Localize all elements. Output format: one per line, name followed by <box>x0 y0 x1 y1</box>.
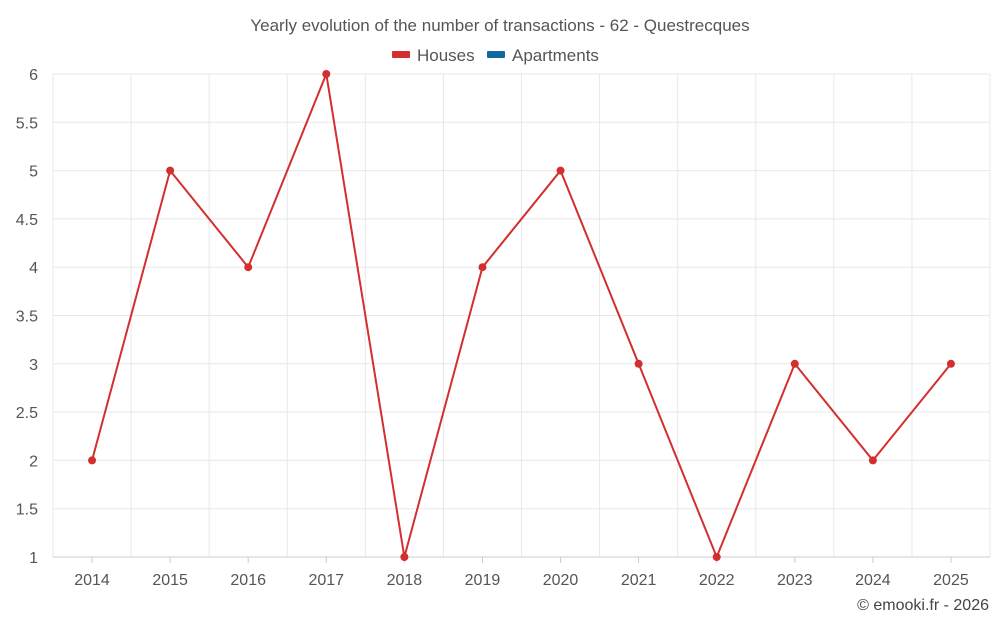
series-line-houses <box>91 70 952 560</box>
y-tick-label: 5 <box>29 164 38 181</box>
data-point <box>556 166 565 175</box>
data-point <box>634 359 643 368</box>
y-tick-label: 2 <box>29 453 38 470</box>
data-point <box>478 263 487 272</box>
x-tick-label: 2021 <box>621 572 657 589</box>
data-point <box>868 456 877 465</box>
x-tick-label: 2016 <box>230 572 266 589</box>
y-tick-label: 4 <box>29 260 38 277</box>
data-point <box>166 166 175 175</box>
legend-label-apartments: Apartments <box>512 46 599 65</box>
y-tick-label: 3 <box>29 357 38 374</box>
grid <box>52 73 991 557</box>
x-tick-label: 2015 <box>152 572 188 589</box>
x-tick-label: 2014 <box>74 572 110 589</box>
x-tick-label: 2018 <box>387 572 423 589</box>
y-tick-label: 6 <box>29 67 38 84</box>
x-tick-label: 2019 <box>465 572 501 589</box>
data-point <box>946 359 955 368</box>
y-tick-label: 1.5 <box>16 502 38 519</box>
legend-label-houses: Houses <box>417 46 475 65</box>
data-point <box>712 553 721 561</box>
y-tick-label: 1 <box>29 550 38 567</box>
y-tick-label: 4.5 <box>16 212 38 229</box>
y-tick-label: 2.5 <box>16 405 38 422</box>
data-point <box>322 70 331 78</box>
y-tick-label: 5.5 <box>16 115 38 132</box>
chart-title: Yearly evolution of the number of transa… <box>250 16 749 35</box>
credit-text: © emooki.fr - 2026 <box>857 597 989 614</box>
data-point <box>790 359 799 368</box>
x-tick-label: 2024 <box>855 572 891 589</box>
x-tick-label: 2022 <box>699 572 735 589</box>
data-point <box>400 553 409 561</box>
legend-swatch-apartments <box>487 51 505 58</box>
x-tick-label: 2023 <box>777 572 813 589</box>
series <box>88 70 955 561</box>
legend-swatch-houses <box>392 51 410 58</box>
axes: 1 1.5 2 2.5 3 3.5 4 4.5 5 5.5 6 2014 2015 2016 2017 201… <box>16 67 990 589</box>
x-tick-label: 2020 <box>543 572 579 589</box>
x-tick-label: 2025 <box>933 572 969 589</box>
data-point <box>244 263 253 272</box>
data-point <box>88 456 97 465</box>
x-tick-label: 2017 <box>308 572 344 589</box>
legend: Houses Apartments <box>392 46 599 65</box>
y-tick-label: 3.5 <box>16 309 38 326</box>
